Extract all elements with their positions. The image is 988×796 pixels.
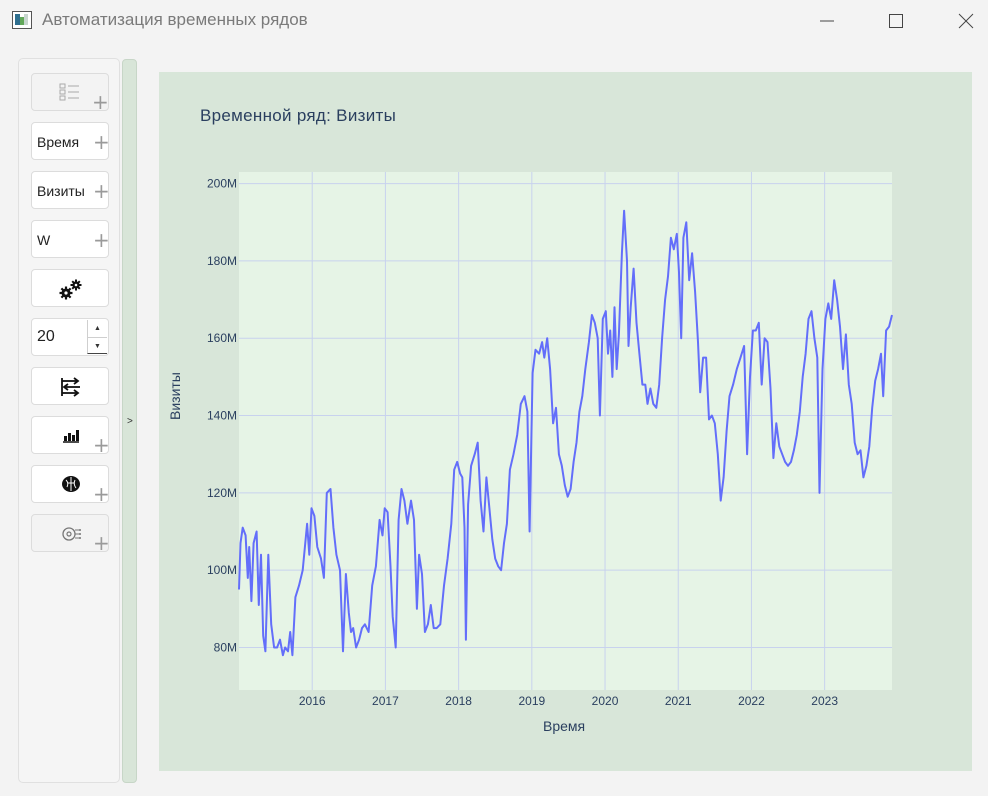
plus-icon: + — [92, 90, 109, 114]
sidebar: + Время + Визиты + W + 20 ▲ ▼ — [18, 58, 120, 783]
gears-icon — [59, 279, 82, 300]
model-button[interactable]: + — [31, 465, 110, 506]
analysis-button[interactable]: + — [31, 416, 110, 457]
spin-up-button[interactable]: ▲ — [87, 320, 107, 337]
x-tick-label: 2021 — [665, 694, 692, 708]
y-tick-label: 80M — [214, 640, 237, 654]
x-tick-label: 2020 — [592, 694, 619, 708]
minimize-button[interactable] — [804, 0, 850, 42]
y-tick-label: 100M — [207, 563, 237, 577]
plus-icon: + — [93, 130, 110, 154]
chart-title: Временной ряд: Визиты — [200, 106, 397, 125]
list-icon — [59, 83, 79, 101]
time-column-field[interactable]: Время + — [31, 122, 110, 160]
window-title: Автоматизация временных рядов — [42, 10, 308, 29]
frequency-label: W — [37, 232, 51, 248]
minimize-icon — [820, 20, 834, 22]
x-tick-label: 2022 — [738, 694, 765, 708]
x-tick-label: 2023 — [811, 694, 838, 708]
close-icon — [958, 13, 974, 29]
title-bar: Автоматизация временных рядов — [0, 0, 988, 42]
bar-chart-icon — [63, 430, 79, 443]
y-tick-label: 160M — [207, 331, 237, 345]
spin-down-button[interactable]: ▼ — [87, 337, 107, 354]
close-button[interactable] — [943, 0, 988, 42]
series-line — [238, 209, 893, 657]
lag-value: 20 — [37, 328, 55, 345]
value-column-label: Визиты — [37, 183, 85, 199]
transfer-icon — [61, 377, 80, 397]
time-column-label: Время — [37, 134, 80, 150]
ai-model-button[interactable]: + — [31, 514, 110, 555]
x-tick-label: 2017 — [372, 694, 399, 708]
y-tick-label: 200M — [207, 177, 237, 191]
y-tick-label: 140M — [207, 409, 237, 423]
plus-icon: + — [93, 433, 110, 457]
ai-chip-icon — [62, 527, 81, 541]
columns-list-button[interactable]: + — [31, 73, 109, 114]
x-axis-title: Время — [543, 718, 586, 734]
x-tick-label: 2018 — [445, 694, 472, 708]
x-tick-label: 2016 — [299, 694, 326, 708]
app-icon — [12, 11, 32, 29]
lag-spinbox[interactable]: 20 ▲ ▼ — [31, 318, 109, 356]
plus-icon: + — [93, 179, 110, 203]
x-tick-label: 2019 — [518, 694, 545, 708]
plus-icon: + — [93, 482, 110, 506]
chart-panel: 80M 100M 120M 140M 160M 180M 200M 2016 2017 2018 2… — [159, 72, 972, 771]
maximize-icon — [889, 14, 903, 28]
y-tick-label: 120M — [207, 486, 237, 500]
split-button[interactable] — [31, 367, 109, 405]
brain-icon — [62, 476, 80, 492]
plus-icon: + — [93, 531, 110, 555]
maximize-button[interactable] — [873, 0, 919, 42]
frequency-field[interactable]: W + — [31, 220, 110, 258]
collapse-arrow: > — [127, 416, 133, 427]
sidebar-collapse-handle[interactable]: > — [122, 59, 137, 783]
time-series-chart: 80M 100M 120M 140M 160M 180M 200M 2016 2017 2018 2… — [207, 172, 893, 708]
plot-area — [239, 172, 892, 690]
y-tick-label: 180M — [207, 254, 237, 268]
value-column-field[interactable]: Визиты + — [31, 171, 110, 209]
y-axis-title: Визиты — [167, 372, 183, 420]
settings-button[interactable] — [31, 269, 109, 307]
plus-icon: + — [93, 228, 110, 252]
